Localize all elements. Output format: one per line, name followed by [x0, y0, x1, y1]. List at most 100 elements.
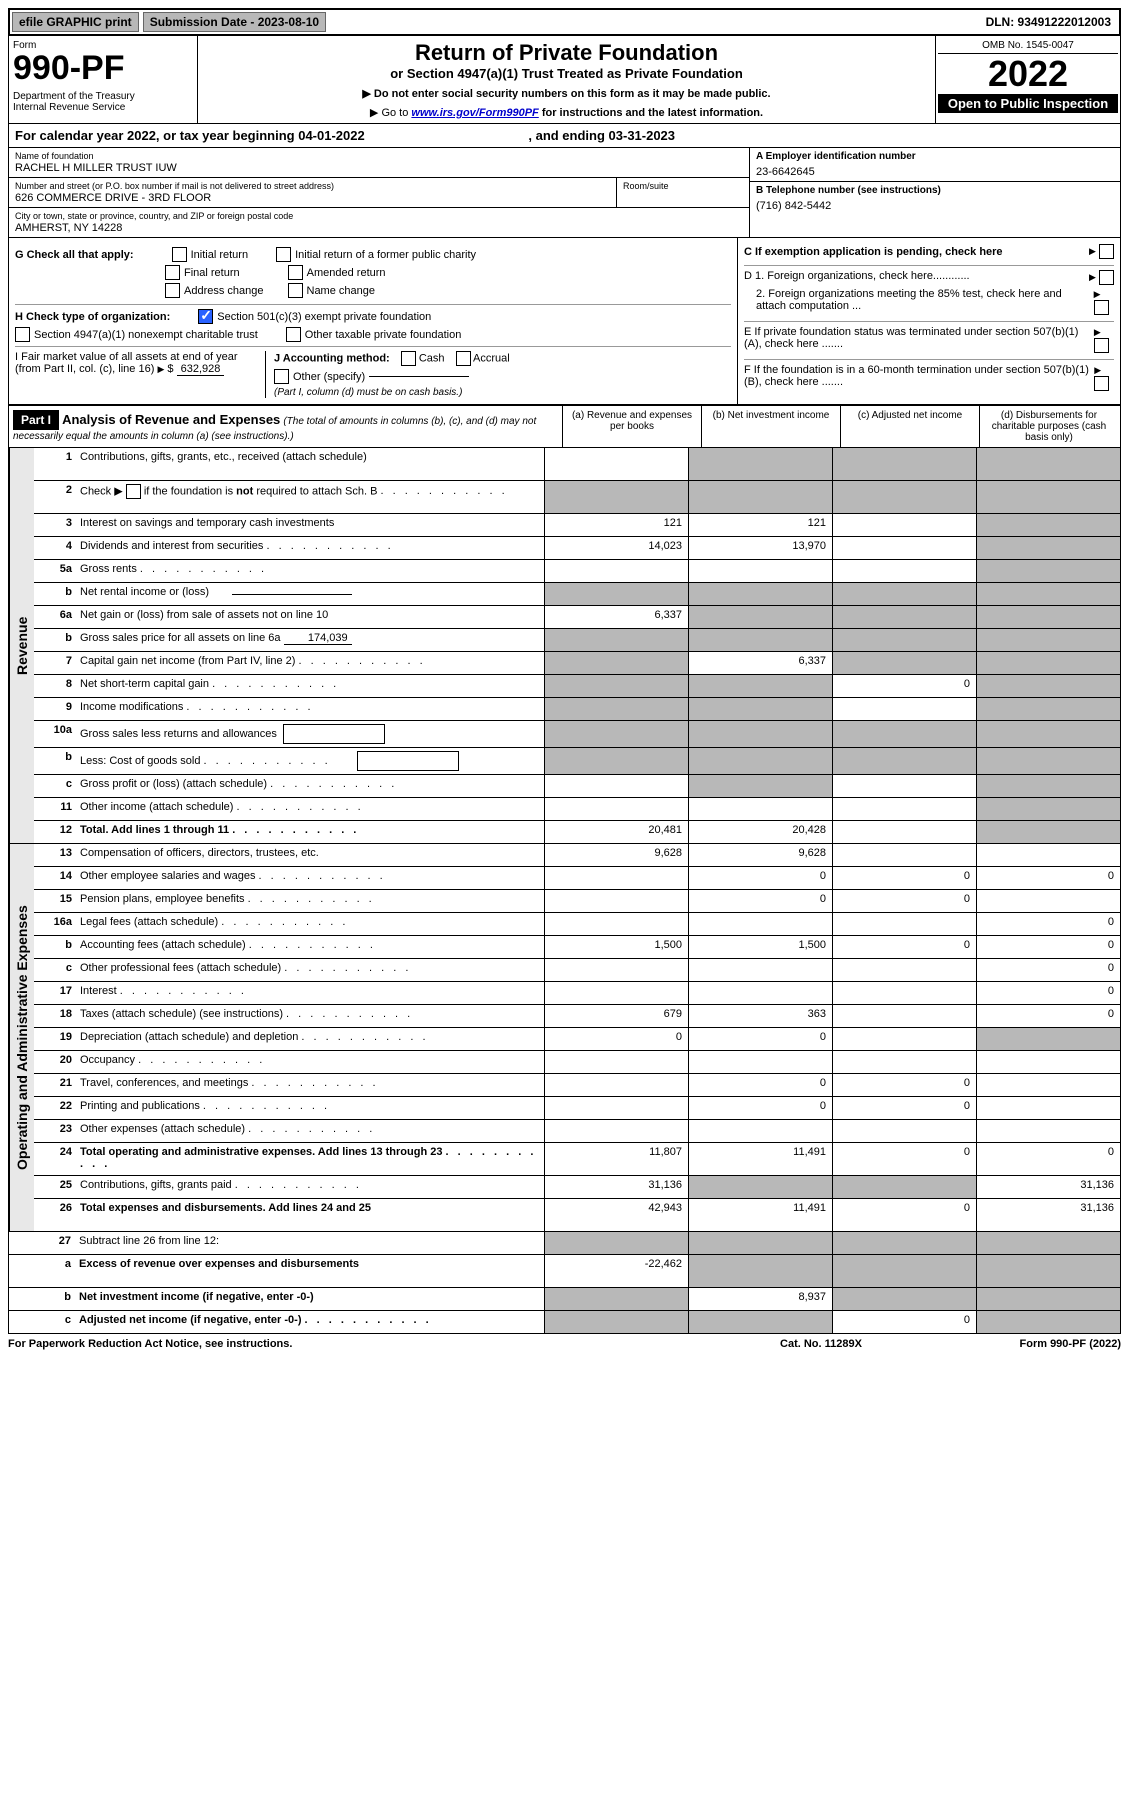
row-num: 27: [9, 1232, 75, 1254]
d2-checkbox[interactable]: [1094, 300, 1109, 315]
col-b-header: (b) Net investment income: [701, 406, 840, 447]
row-num: 26: [34, 1199, 76, 1231]
cell-value: 11,491: [688, 1199, 832, 1231]
gross-sales-value: 174,039: [284, 632, 352, 645]
cell-value: 13,970: [688, 537, 832, 559]
name-change-checkbox[interactable]: [288, 283, 303, 298]
amended-return-checkbox[interactable]: [288, 265, 303, 280]
row-num: 2: [34, 481, 76, 513]
note2-suffix: for instructions and the latest informat…: [539, 107, 763, 119]
arrow-icon: [1094, 288, 1101, 300]
instructions-link[interactable]: www.irs.gov/Form990PF: [411, 107, 538, 119]
tax-year: 2022: [938, 54, 1118, 94]
cell-value: 0: [832, 1097, 976, 1119]
fmv-value: 632,928: [177, 363, 225, 376]
arrow-icon: [1094, 326, 1101, 338]
arrow-icon: [1094, 364, 1101, 376]
cell-value: 42,943: [544, 1199, 688, 1231]
row-desc: Printing and publications: [76, 1097, 544, 1119]
row-desc: Total operating and administrative expen…: [76, 1143, 544, 1175]
cell-value: 0: [832, 1074, 976, 1096]
e-checkbox[interactable]: [1094, 338, 1109, 353]
row-num: 19: [34, 1028, 76, 1050]
cell-value: 0: [832, 1199, 976, 1231]
cell-value: 121: [688, 514, 832, 536]
other-taxable-checkbox[interactable]: [286, 327, 301, 342]
address-label: Number and street (or P.O. box number if…: [15, 181, 610, 191]
4947-checkbox[interactable]: [15, 327, 30, 342]
g-check-label: G Check all that apply:: [15, 249, 134, 261]
row-num: 11: [34, 798, 76, 820]
cell-value: 0: [976, 867, 1120, 889]
other-method-checkbox[interactable]: [274, 369, 289, 384]
d1-checkbox[interactable]: [1099, 270, 1114, 285]
501c3-checkbox[interactable]: [198, 309, 213, 324]
d1-label: D 1. Foreign organizations, check here..…: [744, 270, 970, 285]
final-return-label: Final return: [184, 267, 240, 279]
header-note-2: ▶ Go to www.irs.gov/Form990PF for instru…: [202, 106, 931, 119]
accrual-checkbox[interactable]: [456, 351, 471, 366]
row-num: 20: [34, 1051, 76, 1073]
row-num: b: [34, 936, 76, 958]
cell-value: 0: [832, 867, 976, 889]
sch-b-checkbox[interactable]: [126, 484, 141, 499]
foundation-name-label: Name of foundation: [15, 151, 743, 161]
cell-value: 8,937: [688, 1288, 832, 1310]
cell-value: 20,481: [544, 821, 688, 843]
city-label: City or town, state or province, country…: [15, 211, 743, 221]
cell-value: 0: [832, 936, 976, 958]
revenue-side-label: Revenue: [9, 448, 34, 843]
cell-value: 9,628: [688, 844, 832, 866]
col-c-header: (c) Adjusted net income: [840, 406, 979, 447]
inline-input[interactable]: [283, 724, 385, 744]
row-desc: Adjusted net income (if negative, enter …: [75, 1311, 544, 1333]
row-num: c: [9, 1311, 75, 1333]
row-desc: Dividends and interest from securities: [76, 537, 544, 559]
row-desc: Legal fees (attach schedule): [76, 913, 544, 935]
cell-value: -22,462: [544, 1255, 688, 1287]
name-change-label: Name change: [307, 285, 376, 297]
part-1-title: Analysis of Revenue and Expenses: [62, 412, 280, 427]
cell-value: 0: [976, 913, 1120, 935]
form-number: 990-PF: [13, 51, 193, 85]
row-desc: Excess of revenue over expenses and disb…: [75, 1255, 544, 1287]
c-checkbox[interactable]: [1099, 244, 1114, 259]
row-desc: Gross rents: [76, 560, 544, 582]
initial-return-label: Initial return: [191, 249, 248, 261]
f-checkbox[interactable]: [1094, 376, 1109, 391]
initial-return-checkbox[interactable]: [172, 247, 187, 262]
final-return-checkbox[interactable]: [165, 265, 180, 280]
row-num: 21: [34, 1074, 76, 1096]
row-num: 18: [34, 1005, 76, 1027]
row-desc: Pension plans, employee benefits: [76, 890, 544, 912]
cash-checkbox[interactable]: [401, 351, 416, 366]
row-desc: Other employee salaries and wages: [76, 867, 544, 889]
c-exemption-label: C If exemption application is pending, c…: [744, 246, 1003, 258]
paperwork-notice: For Paperwork Reduction Act Notice, see …: [8, 1338, 721, 1350]
dln-number: DLN: 93491222012003: [978, 13, 1119, 31]
row-desc: Capital gain net income (from Part IV, l…: [76, 652, 544, 674]
initial-former-checkbox[interactable]: [276, 247, 291, 262]
form-name-footer: Form 990-PF (2022): [921, 1338, 1121, 1350]
row-num: b: [34, 583, 76, 605]
row-num: c: [34, 959, 76, 981]
row-num: a: [9, 1255, 75, 1287]
row-num: 8: [34, 675, 76, 697]
row-desc: Taxes (attach schedule) (see instruction…: [76, 1005, 544, 1027]
efile-button[interactable]: efile GRAPHIC print: [12, 12, 139, 32]
row-num: b: [34, 748, 76, 774]
address-change-checkbox[interactable]: [165, 283, 180, 298]
submission-date: Submission Date - 2023-08-10: [143, 12, 326, 32]
cell-value: 0: [976, 1143, 1120, 1175]
row-num: 16a: [34, 913, 76, 935]
row-desc: Net gain or (loss) from sale of assets n…: [76, 606, 544, 628]
row-desc: Other income (attach schedule): [76, 798, 544, 820]
row-desc: Net short-term capital gain: [76, 675, 544, 697]
inline-input[interactable]: [357, 751, 459, 771]
row-desc: Income modifications: [76, 698, 544, 720]
row-num: 4: [34, 537, 76, 559]
row-desc: Interest on savings and temporary cash i…: [76, 514, 544, 536]
row-desc: Compensation of officers, directors, tru…: [76, 844, 544, 866]
row-num: b: [34, 629, 76, 651]
row-desc: Gross profit or (loss) (attach schedule): [76, 775, 544, 797]
